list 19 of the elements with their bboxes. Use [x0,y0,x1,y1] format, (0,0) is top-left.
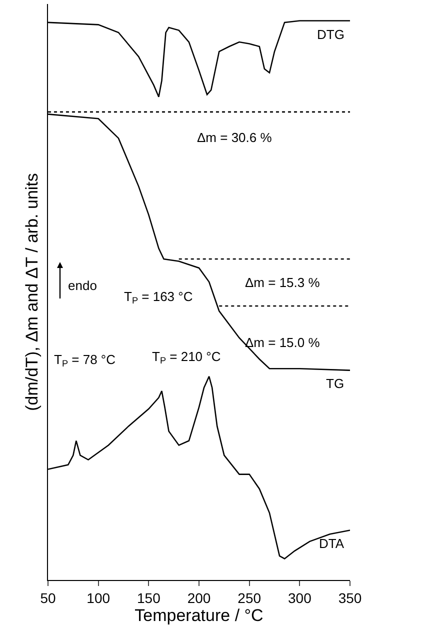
x-axis-title: Temperature / °C [134,606,264,625]
annotation: Δm = 30.6 % [197,130,272,145]
x-tick-label: 250 [238,590,262,606]
x-tick-label: 300 [288,590,312,606]
x-tick-label: 350 [338,590,362,606]
x-tick-label: 200 [187,590,211,606]
series-label: TG [326,376,344,391]
annotation: T$_{P}$ = 163 °C [124,289,193,306]
x-tick-label: 100 [86,590,110,606]
x-tick-label: 50 [40,590,56,606]
series-label: DTG [317,27,344,42]
annotation: endo [68,278,97,293]
y-axis-title: (dm/dT), Δm and ΔT / arb. units [22,173,42,411]
x-tick-label: 150 [136,590,161,606]
annotation: T$_{P}$ = 210 °C [152,349,221,366]
annotation: Δm = 15.3 % [245,275,320,290]
annotation: T$_{P}$ = 78 °C [54,352,116,369]
series-label: DTA [319,536,344,551]
annotation: Δm = 15.0 % [245,335,320,350]
